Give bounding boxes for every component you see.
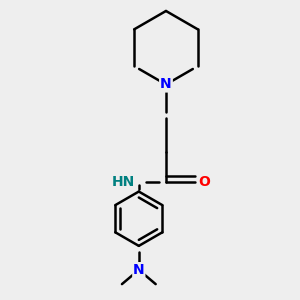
- Text: O: O: [198, 175, 210, 189]
- Text: N: N: [160, 77, 172, 92]
- Text: HN: HN: [112, 175, 135, 189]
- Text: N: N: [133, 263, 145, 277]
